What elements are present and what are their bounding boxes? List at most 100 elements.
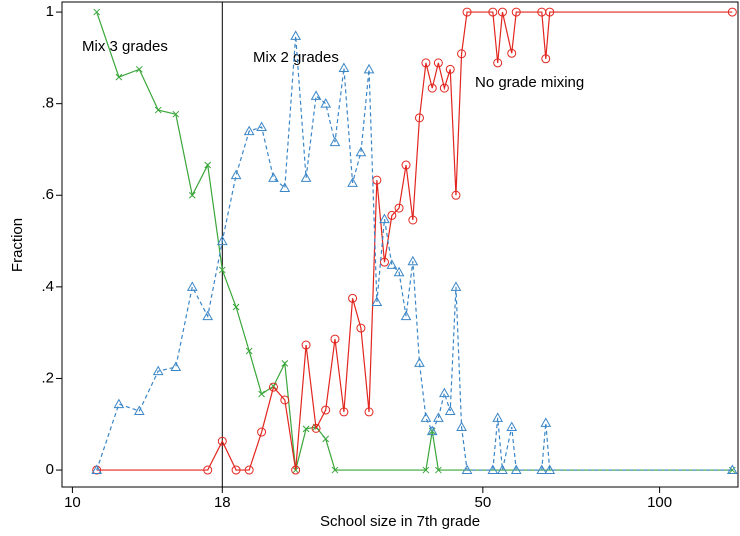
point <box>257 427 267 437</box>
point <box>270 382 277 390</box>
point <box>113 398 125 409</box>
point <box>727 7 737 17</box>
point <box>310 90 322 100</box>
point <box>91 464 103 475</box>
point <box>245 347 253 355</box>
x-tick-label: 100 <box>647 494 672 511</box>
point <box>311 423 321 433</box>
point <box>511 7 521 17</box>
point <box>339 407 349 417</box>
point <box>188 191 196 199</box>
point <box>439 83 449 93</box>
point <box>450 281 462 291</box>
point <box>427 83 437 93</box>
point <box>414 113 424 123</box>
point <box>244 465 254 475</box>
point <box>330 334 340 344</box>
point <box>93 8 101 16</box>
point <box>133 405 145 415</box>
point <box>445 64 455 74</box>
point <box>433 58 443 68</box>
plot-frame <box>61 1 739 488</box>
point <box>268 172 279 182</box>
point <box>300 172 312 182</box>
annotation: No grade mixing <box>475 74 584 91</box>
point <box>186 281 198 291</box>
point <box>348 293 358 303</box>
point <box>338 62 350 72</box>
point <box>386 259 398 269</box>
point <box>407 255 419 266</box>
point <box>462 7 472 17</box>
point <box>461 464 473 475</box>
point <box>356 323 366 333</box>
point <box>497 464 508 475</box>
x-axis-title: School size in 7th grade <box>320 513 480 530</box>
point <box>371 296 383 306</box>
point <box>291 465 301 475</box>
point <box>444 405 456 415</box>
point <box>372 175 382 185</box>
point <box>510 464 522 475</box>
point <box>493 58 503 68</box>
point <box>290 30 302 40</box>
point <box>428 427 436 435</box>
point <box>492 412 504 422</box>
point <box>439 387 450 398</box>
point <box>456 421 467 432</box>
point <box>347 177 358 187</box>
point <box>421 58 431 68</box>
y-tick-label: .6 <box>41 186 54 203</box>
y-tick-label: .8 <box>41 95 54 112</box>
point <box>401 160 411 170</box>
point <box>387 210 397 220</box>
point <box>544 464 556 475</box>
point <box>408 215 418 225</box>
point <box>457 49 467 59</box>
series-line <box>96 11 733 471</box>
point <box>497 7 507 17</box>
point <box>363 63 375 74</box>
point <box>320 98 332 108</box>
point <box>379 257 389 267</box>
point <box>231 465 241 475</box>
x-tick-label: 18 <box>214 494 231 511</box>
y-tick-label: 1 <box>46 3 54 20</box>
point <box>256 121 267 132</box>
point <box>172 110 180 118</box>
point <box>433 412 444 422</box>
x-tick-label: 10 <box>64 494 81 511</box>
point <box>243 125 255 136</box>
point <box>541 54 551 64</box>
series-line <box>96 11 733 471</box>
point <box>379 213 390 224</box>
point <box>322 435 330 443</box>
point <box>217 436 227 446</box>
point <box>216 235 228 246</box>
point <box>726 464 738 475</box>
x-tick-label: 50 <box>474 494 491 511</box>
y-axis-title: Fraction <box>9 218 26 272</box>
point <box>364 407 374 417</box>
point <box>115 73 123 81</box>
y-tick-label: .2 <box>41 369 54 386</box>
point <box>202 310 214 321</box>
point <box>301 340 311 350</box>
point <box>487 464 499 475</box>
point <box>422 466 430 474</box>
point <box>420 412 432 422</box>
y-tick-label: .4 <box>41 278 54 295</box>
point <box>170 361 182 372</box>
point <box>152 365 164 376</box>
point <box>232 303 240 311</box>
point <box>414 357 425 367</box>
point <box>393 266 405 277</box>
point <box>268 382 278 392</box>
point <box>258 390 265 398</box>
point <box>545 7 555 17</box>
point <box>302 425 310 433</box>
point <box>281 359 289 367</box>
point <box>488 7 498 17</box>
point <box>204 161 212 169</box>
